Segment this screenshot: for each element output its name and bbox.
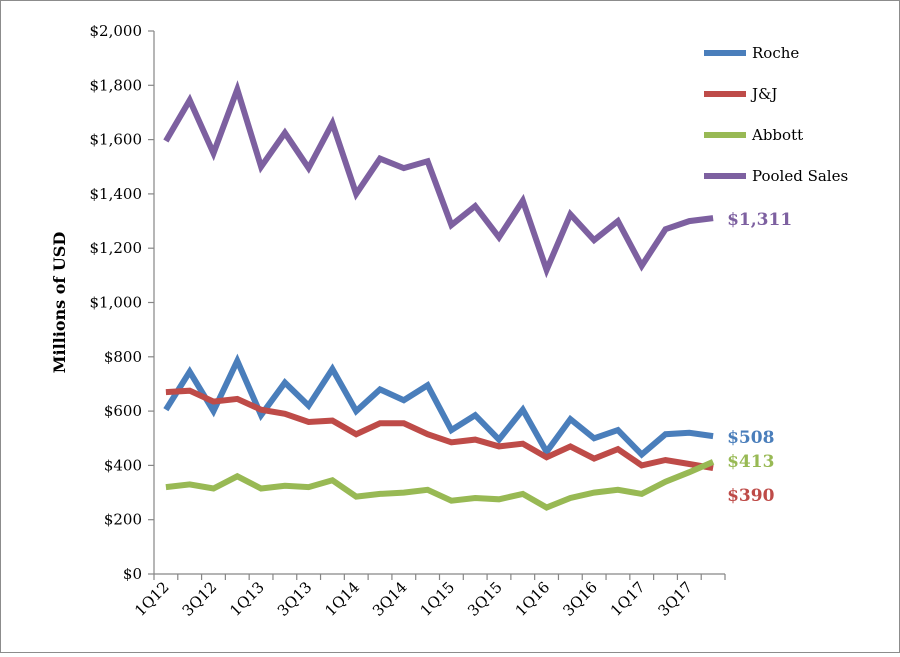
y-tick-label: $0 <box>123 565 142 583</box>
y-tick-label: $1,000 <box>90 294 143 312</box>
y-tick-label: $1,800 <box>90 76 143 94</box>
y-tick-label: $1,200 <box>90 239 143 257</box>
x-tick-label: 1Q16 <box>512 578 554 620</box>
y-tick-label: $400 <box>104 456 142 474</box>
legend-label-roche: Roche <box>752 44 799 62</box>
x-tick-label: 1Q15 <box>417 578 459 620</box>
legend-label-j-j: J&J <box>750 85 777 103</box>
y-axis-label: Millions of USD <box>50 232 69 374</box>
x-tick-label: 3Q16 <box>559 578 601 620</box>
end-label-j-j: $390 <box>727 486 774 506</box>
y-tick-label: $1,600 <box>90 131 143 149</box>
series-line-j-j <box>165 387 714 472</box>
x-tick-label: 3Q15 <box>464 578 506 620</box>
y-tick-label: $1,400 <box>90 185 143 203</box>
y-tick-label: $800 <box>104 348 142 366</box>
end-label-abbott: $413 <box>727 452 774 472</box>
x-tick-label: 1Q17 <box>607 578 649 620</box>
legend-label-abbott: Abbott <box>751 126 803 144</box>
y-tick-label: $200 <box>104 511 142 529</box>
end-labels: $508 $390 $413 $1,311 <box>727 210 792 506</box>
end-label-pooled-sales: $1,311 <box>727 210 792 230</box>
x-tick-label: 3Q13 <box>274 578 316 620</box>
series-line-pooled-sales <box>163 80 714 279</box>
x-tick-label: 3Q12 <box>179 578 221 620</box>
end-label-roche: $508 <box>727 428 774 448</box>
x-tick-label: 3Q14 <box>369 578 411 620</box>
x-tick-label: 1Q14 <box>321 578 363 620</box>
x-tick-label: 1Q12 <box>131 578 173 620</box>
series-lines <box>163 80 715 511</box>
y-tick-label: $2,000 <box>90 22 143 40</box>
x-tick-label: 1Q13 <box>226 578 268 620</box>
legend-label-pooled-sales: Pooled Sales <box>752 167 848 185</box>
x-tick-label: 3Q17 <box>654 578 696 620</box>
x-axis-ticks: 1Q12 3Q12 1Q13 3Q13 1Q14 3Q14 1Q15 3Q15 1Q16 3Q16… <box>131 574 726 620</box>
y-tick-label: $600 <box>104 402 142 420</box>
legend: Roche J&J Abbott Pooled Sales <box>704 44 848 185</box>
y-axis-ticks: $0 $200 $400 $600 $800 $1,000 $1,200 $1,400 $1,6… <box>90 22 154 583</box>
series-line-abbott <box>165 459 715 511</box>
